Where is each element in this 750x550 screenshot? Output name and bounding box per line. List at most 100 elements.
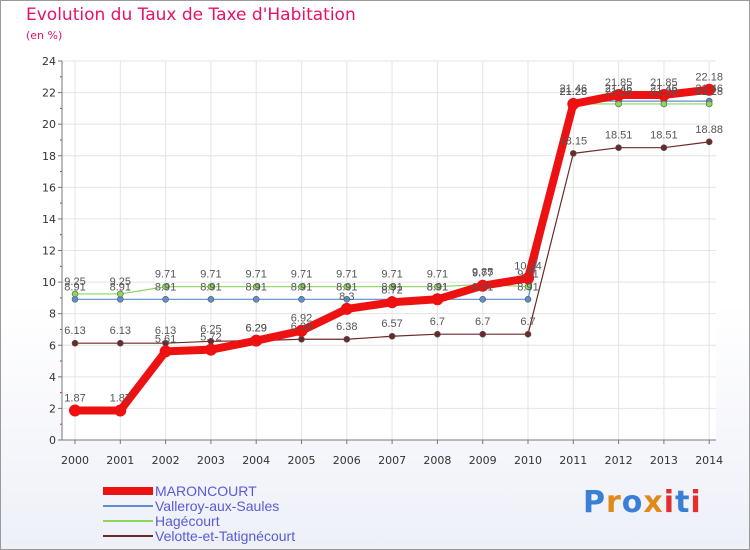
data-point	[434, 283, 441, 290]
data-point	[343, 283, 351, 290]
data-label: 6.29	[245, 323, 266, 335]
data-point	[343, 335, 351, 343]
data-label: 8.91	[381, 281, 402, 293]
data-point	[479, 295, 487, 303]
data-point	[252, 283, 260, 290]
data-label: 8.91	[427, 281, 448, 293]
data-point	[117, 290, 124, 298]
x-tick-label: 2011	[559, 454, 587, 467]
y-tick-label: 0	[49, 434, 56, 447]
data-point	[388, 332, 396, 340]
data-point	[298, 295, 305, 303]
legend-swatch	[103, 520, 153, 522]
data-label: 21.28	[650, 86, 678, 98]
legend-swatch	[103, 505, 153, 507]
data-label: 8.91	[291, 281, 312, 293]
data-point	[114, 404, 127, 417]
data-label: 1.87	[64, 392, 85, 404]
data-label: 6.92	[291, 313, 312, 325]
data-label: 6.13	[110, 325, 131, 337]
x-tick-label: 2013	[650, 454, 678, 467]
x-tick-label: 2002	[152, 454, 180, 467]
data-label: 9.71	[200, 269, 221, 281]
data-point	[660, 144, 668, 151]
legend-swatch	[103, 535, 153, 537]
data-label: 5.61	[155, 333, 176, 345]
data-label: 6.7	[475, 316, 490, 328]
chart-title: Evolution du Taux de Taxe d'Habitation	[26, 5, 356, 25]
data-label: 9.71	[245, 269, 266, 281]
x-tick-label: 2012	[605, 454, 633, 467]
data-label: 18.51	[605, 130, 633, 142]
data-point	[71, 339, 79, 347]
legend-swatch	[103, 487, 153, 495]
y-tick-label: 20	[42, 118, 56, 131]
data-point	[569, 150, 577, 157]
y-tick-label: 22	[42, 87, 56, 100]
y-tick-label: 16	[42, 181, 56, 194]
data-point	[476, 279, 489, 292]
x-tick-label: 2005	[288, 454, 316, 467]
data-label: 9.71	[517, 269, 538, 281]
data-label: 9.71	[291, 269, 312, 281]
data-label: 21.46	[560, 83, 588, 95]
data-label: 6.25	[200, 323, 221, 335]
data-label: 9.77	[472, 268, 493, 280]
x-tick-label: 2010	[514, 454, 542, 467]
data-label: 21.46	[605, 83, 633, 95]
y-tick-label: 10	[42, 276, 56, 289]
data-label: 9.85	[472, 266, 493, 278]
data-label: 10.24	[514, 260, 542, 272]
data-label: 6.13	[155, 325, 176, 337]
data-point	[705, 138, 713, 146]
data-point	[162, 283, 169, 290]
data-label: 5.72	[200, 332, 221, 344]
data-label: 9.25	[110, 276, 131, 288]
x-tick-label: 2008	[423, 454, 451, 467]
y-tick-label: 14	[42, 213, 56, 226]
x-tick-label: 2004	[242, 454, 270, 467]
legend-label: MARONCOURT	[155, 483, 257, 499]
data-label: 22.18	[695, 72, 723, 84]
data-point	[250, 334, 263, 347]
data-label: 21.85	[650, 77, 678, 89]
proxiti-logo: Proxiti	[583, 485, 702, 520]
data-label: 21.28	[605, 86, 633, 98]
y-tick-label: 12	[42, 245, 56, 258]
data-point	[524, 330, 532, 338]
data-point	[386, 296, 399, 309]
data-label: 21.46	[695, 83, 723, 95]
data-point	[298, 283, 305, 290]
data-label: 6.29	[245, 323, 266, 335]
data-point	[69, 404, 81, 417]
data-point	[524, 295, 532, 303]
data-label: 21.46	[650, 83, 678, 95]
legend-label: Hagécourt	[155, 513, 220, 529]
data-label: 8.91	[517, 281, 538, 293]
data-label: 6.13	[64, 325, 85, 337]
data-point	[388, 283, 396, 290]
data-label: 21.28	[560, 86, 588, 98]
data-label: 8.91	[336, 281, 357, 293]
x-tick-label: 2003	[197, 454, 225, 467]
data-label: 8.91	[245, 281, 266, 293]
data-label: 9.71	[427, 269, 448, 281]
data-point	[71, 290, 79, 298]
data-label: 18.15	[560, 135, 588, 147]
data-label: 21.85	[605, 77, 633, 89]
data-label: 21.28	[560, 86, 588, 98]
data-label: 8.91	[427, 281, 448, 293]
data-label: 6.57	[381, 318, 402, 330]
data-label: 21.28	[695, 86, 723, 98]
data-label: 8.91	[200, 281, 221, 293]
data-label: 8.91	[472, 281, 493, 293]
data-point	[207, 295, 215, 303]
data-point	[434, 330, 441, 338]
data-label: 1.87	[110, 392, 131, 404]
y-tick-label: 4	[49, 371, 56, 384]
data-label: 9.71	[381, 269, 402, 281]
y-tick-label: 6	[49, 339, 56, 352]
x-tick-label: 2014	[695, 454, 723, 467]
data-point	[479, 330, 487, 338]
data-point	[204, 343, 217, 356]
